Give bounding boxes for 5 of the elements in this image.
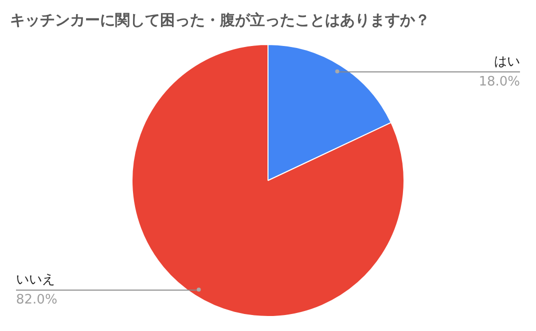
chart-title: キッチンカーに関して困った・腹が立ったことはありますか？ [10, 10, 430, 29]
data-label: 82.0% [16, 292, 58, 308]
data-label: 18.0% [478, 74, 520, 90]
slice-label: いいえ [16, 272, 55, 288]
slice-label: はい [494, 54, 520, 70]
